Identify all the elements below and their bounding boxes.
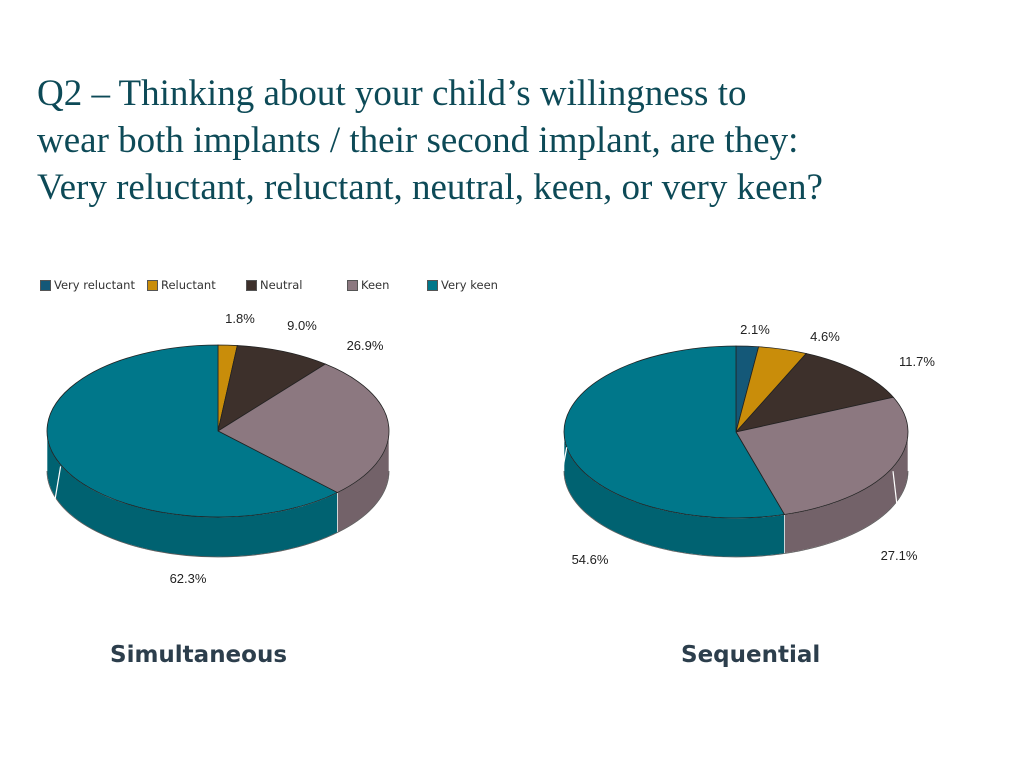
sequential-slice-very-keen bbox=[563, 345, 786, 519]
simultaneous-label-very-keen: 62.3% bbox=[170, 571, 207, 586]
legend-item-keen: Keen bbox=[347, 278, 389, 292]
legend-item-very-reluctant: Very reluctant bbox=[40, 278, 135, 292]
simultaneous-tops bbox=[46, 344, 390, 518]
sequential-leader-keen bbox=[892, 471, 899, 510]
sequential-label-reluctant: 4.6% bbox=[810, 329, 840, 344]
pie-chart-simultaneous: 1.8% 9.0% 26.9% 62.3% bbox=[46, 311, 390, 586]
simultaneous-base-outline bbox=[46, 470, 390, 558]
legend-label-reluctant: Reluctant bbox=[161, 278, 216, 292]
simultaneous-slice-very-keen bbox=[46, 344, 339, 518]
legend-swatch-neutral bbox=[246, 279, 257, 291]
legend-swatch-keen bbox=[347, 279, 358, 291]
legend-label-keen: Keen bbox=[361, 278, 390, 292]
legend-swatch-very-keen bbox=[427, 279, 438, 291]
legend-label-very-reluctant: Very reluctant bbox=[54, 278, 135, 292]
sequential-label-keen: 27.1% bbox=[881, 548, 918, 563]
sequential-slice-keen bbox=[735, 396, 909, 515]
simultaneous-slice-neutral bbox=[217, 345, 327, 432]
sequential-base-outline bbox=[563, 470, 909, 558]
simultaneous-leader-very-keen bbox=[53, 466, 62, 506]
pie-chart-sequential: 2.1% 4.6% 11.7% 27.1% 54.6% bbox=[559, 322, 935, 567]
simultaneous-label-neutral: 9.0% bbox=[287, 318, 317, 333]
chart-caption-simultaneous: Simultaneous bbox=[110, 642, 288, 668]
chart-caption-sequential: Sequential bbox=[681, 642, 821, 668]
sequential-label-very-reluctant: 2.1% bbox=[740, 322, 770, 337]
legend-item-reluctant: Reluctant bbox=[147, 278, 216, 292]
legend-swatch-reluctant bbox=[147, 279, 158, 291]
sequential-leader-very-keen bbox=[559, 447, 568, 486]
legend-label-very-keen: Very keen bbox=[441, 278, 498, 292]
sequential-label-very-keen: 54.6% bbox=[572, 552, 609, 567]
title-line-3: Very reluctant, reluctant, neutral, keen… bbox=[37, 167, 823, 208]
legend-item-very-keen: Very keen bbox=[427, 278, 498, 292]
title-line-1: Q2 – Thinking about your child’s willing… bbox=[37, 73, 747, 114]
title-line-2: wear both implants / their second implan… bbox=[37, 120, 799, 161]
sequential-tops bbox=[563, 345, 909, 519]
legend-swatch-very-reluctant bbox=[40, 279, 51, 291]
simultaneous-label-reluctant: 1.8% bbox=[225, 311, 255, 326]
simultaneous-slice-keen bbox=[217, 363, 390, 494]
sequential-label-neutral: 11.7% bbox=[899, 354, 935, 369]
slide-title: Q2 – Thinking about your child’s willing… bbox=[37, 70, 997, 211]
simultaneous-label-keen: 26.9% bbox=[347, 338, 384, 353]
pie-charts: 1.8% 9.0% 26.9% 62.3% 2.1% 4.6% 11.7% 27.1% 54.… bbox=[46, 311, 935, 586]
legend-item-neutral: Neutral bbox=[246, 278, 302, 292]
sequential-slice-neutral bbox=[734, 353, 895, 433]
legend-label-neutral: Neutral bbox=[260, 278, 303, 292]
